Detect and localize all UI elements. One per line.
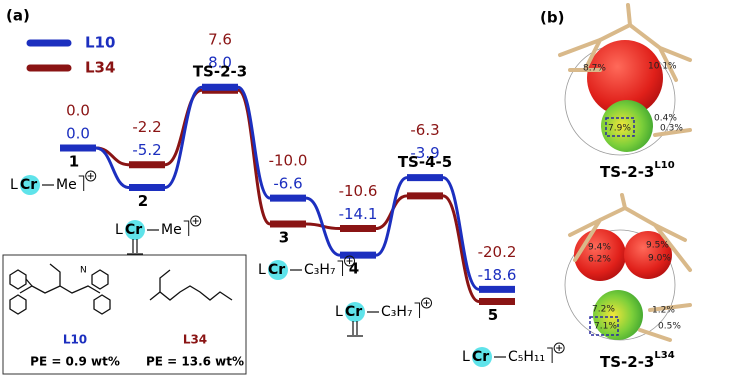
molecule-top: [558, 3, 692, 156]
value-label: 7.6: [208, 31, 232, 49]
category-label: 2: [138, 192, 148, 210]
atom: N: [80, 266, 87, 276]
structure-title: TS-2-3L10: [600, 160, 675, 181]
steric-percent: 7.9%: [608, 124, 631, 134]
group-label: C₃H₇: [381, 304, 413, 320]
ligand-label: L: [335, 304, 343, 320]
steric-percent: 9.0%: [648, 254, 671, 264]
bracket: [78, 175, 85, 191]
molecule-bottom: [564, 193, 692, 342]
value-label: -14.1: [339, 205, 378, 223]
value-label: -6.3: [410, 121, 439, 139]
category-label: 3: [279, 229, 289, 247]
ethylene: [127, 239, 143, 255]
charge-plus: [423, 300, 430, 306]
steric-percent: 0.5%: [658, 322, 681, 332]
value-label: -6.6: [273, 175, 302, 193]
value-label: -5.2: [132, 141, 161, 159]
metal-label: Cr: [20, 177, 37, 193]
legend-label: L10: [85, 34, 115, 52]
charge: [344, 255, 356, 267]
value-label: -2.2: [132, 118, 161, 136]
metal-highlight: [268, 260, 288, 280]
charge: [553, 342, 565, 354]
structure-title-main: TS-2-3: [600, 353, 654, 371]
value-label: -10.0: [269, 152, 308, 170]
ligand-name: L34: [183, 333, 207, 347]
metal-highlight: [20, 175, 40, 195]
bracket: [183, 220, 190, 236]
bracket: [547, 347, 553, 363]
category-label: 5: [488, 306, 498, 324]
charge-plus: [556, 345, 563, 351]
ligand-label: L: [462, 349, 470, 365]
charge-plus: [346, 258, 353, 264]
group-label: C₅H₁₁: [508, 349, 545, 365]
category-label: 4: [349, 260, 359, 278]
structure-title: TS-2-3L34: [600, 350, 675, 371]
charge-plus: [192, 218, 199, 224]
steric-percent: 6.2%: [588, 255, 611, 265]
metal-label: Cr: [472, 349, 489, 365]
steric-percent: 8.7%: [583, 64, 606, 74]
ligand-label: L: [115, 222, 123, 238]
ligand-box: [2, 254, 247, 375]
steric-percent: 7.1%: [594, 322, 617, 332]
structure-title-sup: L10: [654, 160, 674, 171]
steric-percent: 1.2%: [652, 306, 675, 316]
metal-highlight: [125, 220, 145, 240]
panel-label: (a): [6, 7, 30, 25]
category-label: 1: [69, 153, 79, 171]
steric-percent: 10.1%: [648, 62, 677, 72]
value-label: -10.6: [339, 182, 378, 200]
metal-label: Cr: [268, 262, 285, 278]
legend-label: L34: [85, 59, 115, 77]
metal-highlight: [472, 347, 492, 367]
group-label: Me: [161, 222, 182, 238]
charge: [85, 170, 97, 182]
steric-percent: 0.3%: [660, 124, 683, 134]
bracket: [414, 302, 421, 318]
group-label: Me: [56, 177, 77, 193]
value-label: -20.2: [478, 243, 517, 261]
value-label: -18.6: [478, 266, 517, 284]
charge: [190, 215, 202, 227]
steric-percent: 9.4%: [588, 243, 611, 253]
panel-label: (b): [540, 9, 564, 27]
value-label: 8.0: [208, 54, 232, 72]
metal-highlight: [345, 302, 365, 322]
steric-percent: 0.4%: [654, 114, 677, 124]
value-label: 0.0: [66, 125, 90, 143]
charge-plus: [87, 173, 94, 179]
metal-label: Cr: [345, 304, 362, 320]
category-label: TS-2-3: [193, 63, 247, 81]
ethylene: [347, 321, 363, 337]
value-label: 0.0: [66, 102, 90, 120]
profile-line: [60, 88, 515, 304]
bracket: [337, 260, 344, 276]
steric-percent: 9.5%: [646, 241, 669, 251]
structure-title-main: TS-2-3: [600, 163, 654, 181]
category-label: TS-4-5: [398, 153, 452, 171]
value-label: -3.9: [410, 144, 439, 162]
metal-label: Cr: [125, 222, 142, 238]
structure-title-sup: L34: [654, 350, 674, 361]
ligand-label: L: [10, 177, 18, 193]
group-label: C₃H₇: [304, 262, 336, 278]
ligand-pe: PE = 0.9 wt%: [30, 355, 120, 369]
ligand-drawing: [9, 263, 233, 315]
ligand-label: L: [258, 262, 266, 278]
charge: [421, 297, 433, 309]
steric-percent: 7.2%: [592, 305, 615, 315]
ligand-name: L10: [63, 333, 87, 347]
ligand-pe: PE = 13.6 wt%: [146, 355, 244, 369]
